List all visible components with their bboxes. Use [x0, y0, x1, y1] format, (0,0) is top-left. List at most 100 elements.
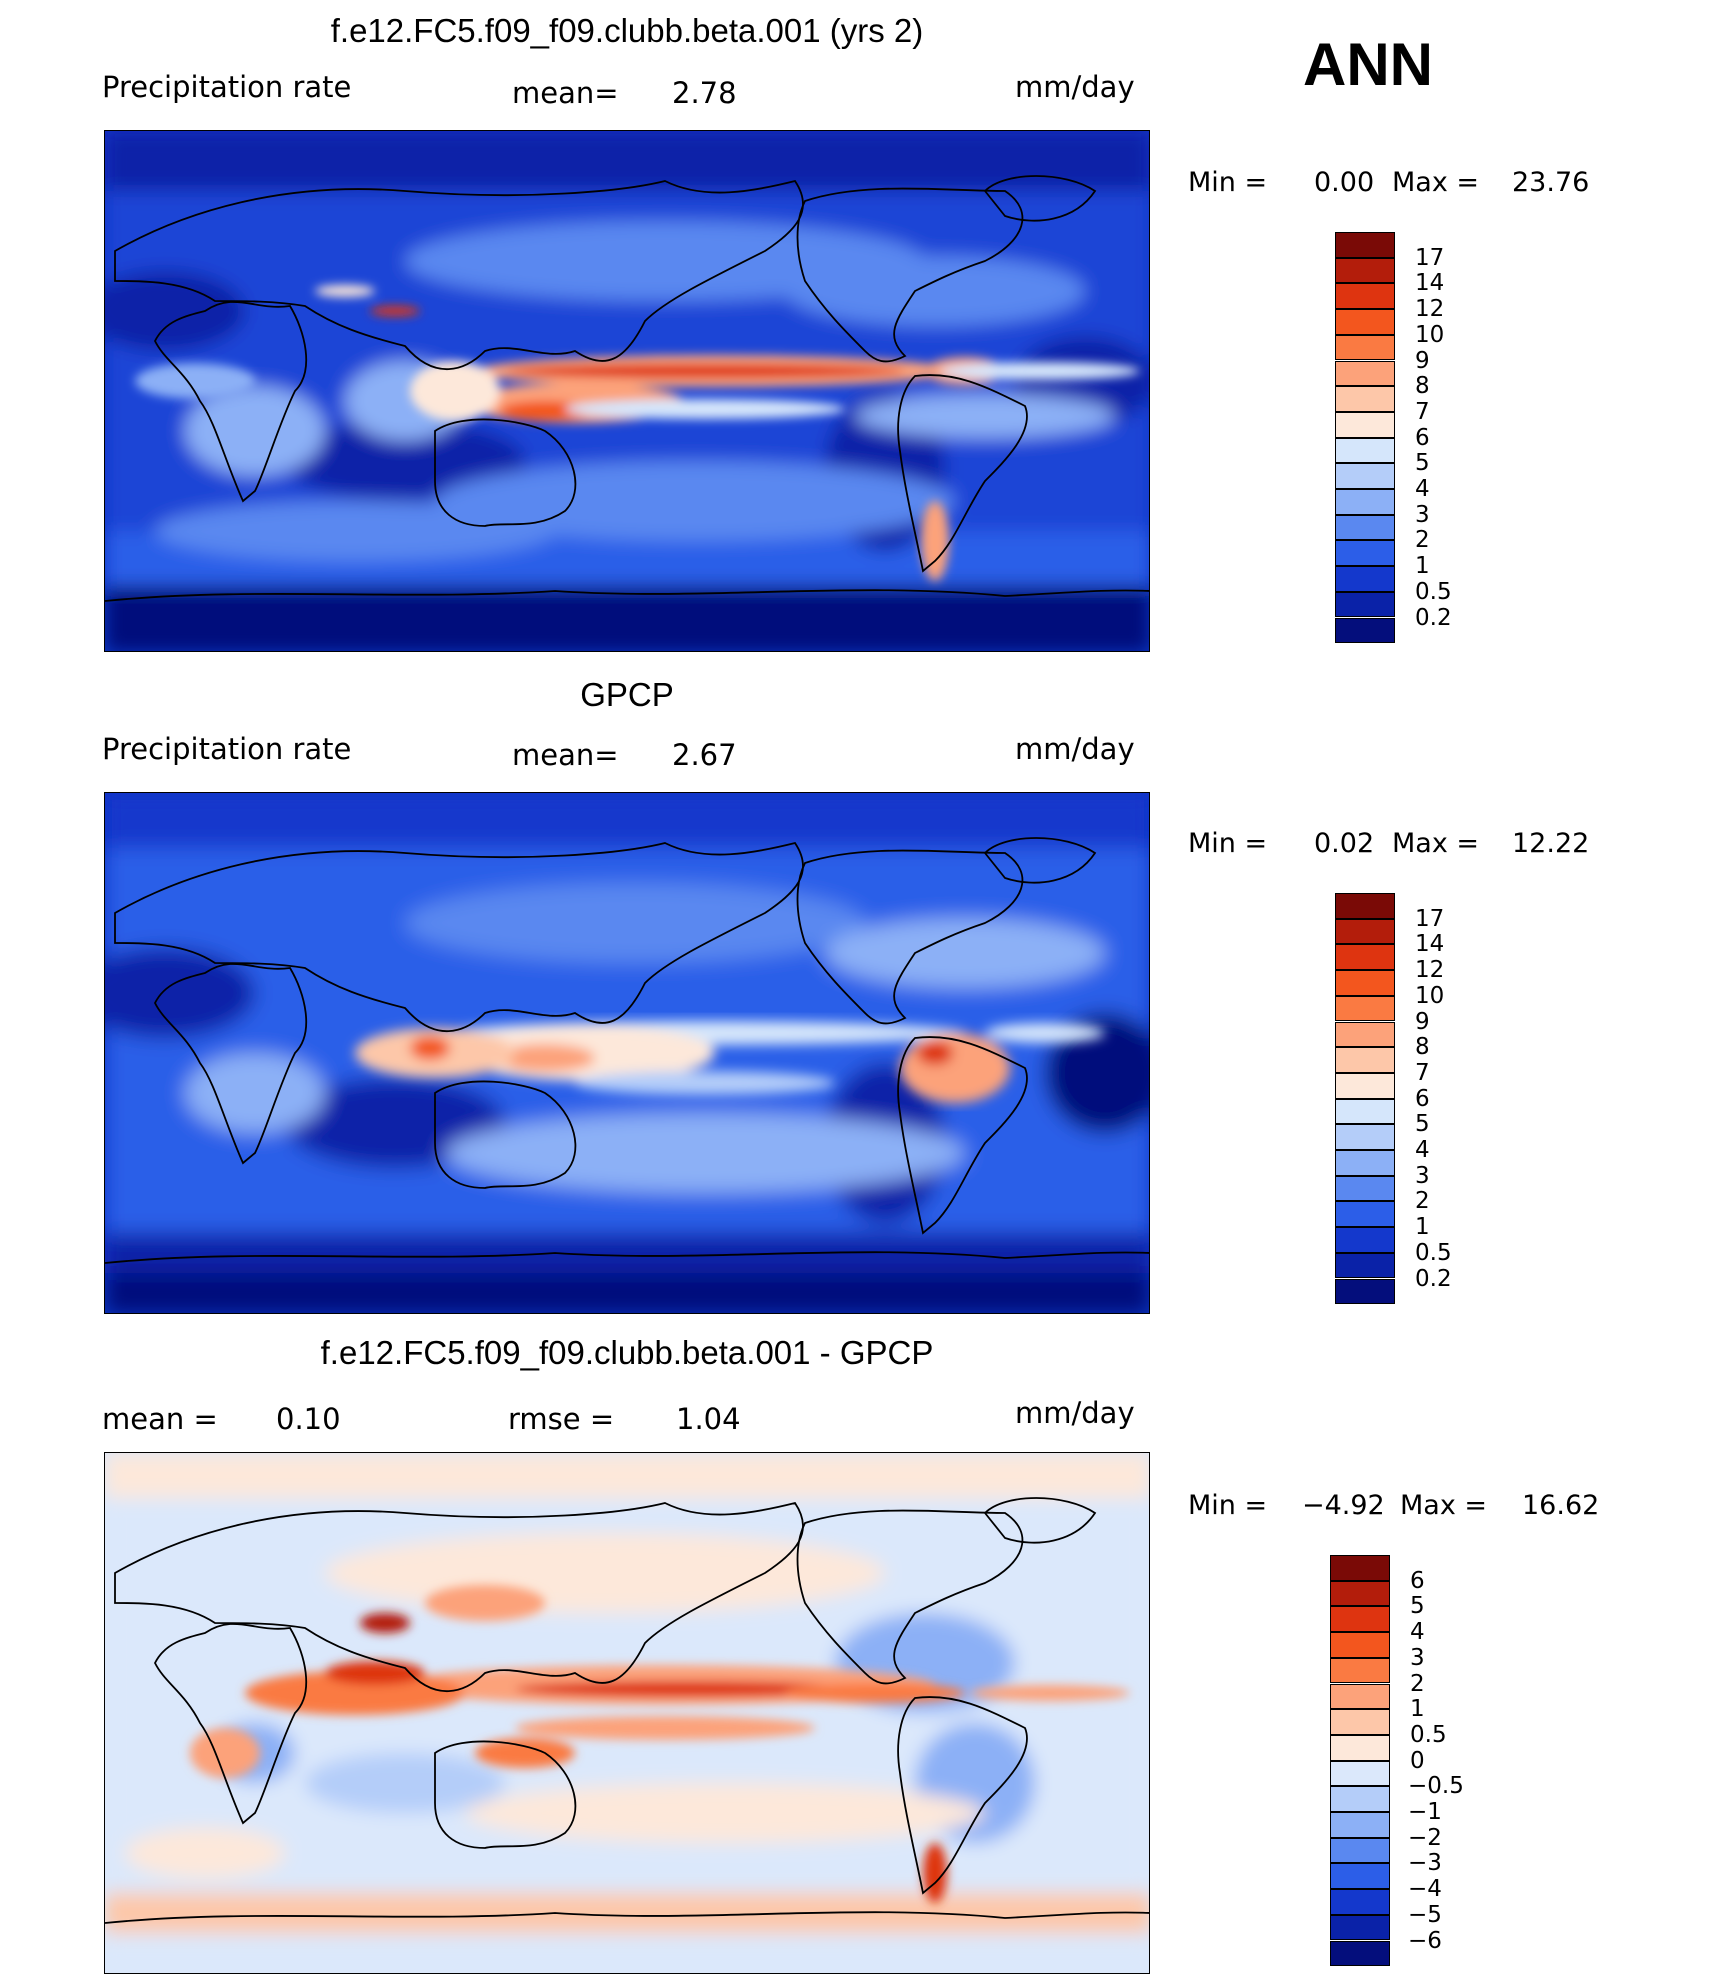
colorbar-swatch	[1335, 1227, 1395, 1253]
colorbar-tick-label: 1	[1415, 1214, 1430, 1241]
colorbar-swatch	[1335, 1098, 1395, 1125]
colorbar-tick-label: −6	[1408, 1927, 1442, 1954]
panel2-max-value: 12.22	[1512, 828, 1590, 859]
colorbar-swatch	[1335, 411, 1395, 438]
colorbar-swatch	[1330, 1555, 1390, 1581]
colorbar-tick-label: 17	[1415, 905, 1445, 932]
colorbar-swatch	[1335, 334, 1395, 361]
colorbar-tick-label: 6	[1410, 1567, 1425, 1594]
colorbar-swatch	[1335, 1278, 1395, 1305]
colorbar-tick-label: 7	[1415, 398, 1430, 425]
colorbar-swatch	[1335, 944, 1395, 971]
colorbar-swatch	[1330, 1606, 1390, 1633]
colorbar-swatch	[1330, 1940, 1390, 1967]
colorbar-tick-label: 5	[1415, 450, 1430, 477]
panel1-variable-label: Precipitation rate	[102, 70, 352, 104]
colorbar-tick-label: 2	[1410, 1670, 1425, 1697]
panel1-map	[104, 130, 1150, 652]
colorbar-swatch	[1330, 1914, 1390, 1941]
colorbar-tick-label: 14	[1415, 270, 1445, 297]
colorbar-tick-label: 2	[1415, 1188, 1430, 1215]
panel3-max-label: Max =	[1400, 1490, 1488, 1521]
colorbar-swatch	[1330, 1786, 1390, 1812]
colorbar-tick-label: 2	[1415, 527, 1430, 554]
colorbar-swatch	[1335, 1252, 1395, 1279]
colorbar-tick-label: 14	[1415, 931, 1445, 958]
panel1-max-label: Max =	[1392, 167, 1480, 198]
colorbar-tick-label: 0.2	[1415, 604, 1452, 631]
panel3-rmse-value: 1.04	[676, 1402, 741, 1436]
panel2-min-label: Min =	[1188, 828, 1268, 859]
colorbar-swatch	[1335, 1072, 1395, 1099]
colorbar-tick-label: 1	[1410, 1696, 1425, 1723]
colorbar-tick-label: 10	[1415, 982, 1445, 1009]
colorbar-swatch	[1335, 1150, 1395, 1176]
colorbar-tick-label: 6	[1415, 424, 1430, 451]
colorbar-swatch	[1335, 1201, 1395, 1228]
panel1-units: mm/day	[1015, 70, 1135, 104]
panel2-map	[104, 792, 1150, 1314]
panel3-max-value: 16.62	[1522, 1490, 1600, 1521]
colorbar-tick-label: 3	[1415, 501, 1430, 528]
colorbar-swatch	[1330, 1863, 1390, 1890]
colorbar-tick-label: 6	[1415, 1085, 1430, 1112]
panel3-title: f.e12.FC5.f09_f09.clubb.beta.001 - GPCP	[320, 1334, 934, 1371]
panel1-title: f.e12.FC5.f09_f09.clubb.beta.001 (yrs 2)	[330, 12, 924, 49]
colorbar-swatch	[1335, 1021, 1395, 1048]
colorbar-tick-label: 10	[1415, 321, 1445, 348]
colorbar-tick-label: 4	[1410, 1619, 1425, 1646]
colorbar-swatch	[1335, 360, 1395, 387]
panel2-min-value: 0.02	[1314, 828, 1375, 859]
colorbar-swatch	[1335, 995, 1395, 1022]
colorbar-swatch	[1330, 1657, 1390, 1684]
colorbar-swatch	[1330, 1734, 1390, 1761]
colorbar-tick-label: 1	[1415, 553, 1430, 580]
panel3-mean-value: 0.10	[276, 1402, 341, 1436]
colorbar-tick-label: −2	[1408, 1824, 1442, 1851]
colorbar-tick-label: 3	[1410, 1644, 1425, 1671]
colorbar-swatch	[1335, 283, 1395, 310]
colorbar-swatch	[1335, 617, 1395, 644]
colorbar-tick-label: −1	[1408, 1799, 1442, 1825]
colorbar-tick-label: 8	[1415, 373, 1430, 400]
colorbar-tick-label: 9	[1415, 1008, 1430, 1035]
panel3-map	[104, 1452, 1150, 1974]
colorbar-tick-label: 3	[1415, 1162, 1430, 1189]
colorbar-swatch	[1335, 309, 1395, 335]
colorbar-swatch	[1335, 1175, 1395, 1202]
colorbar-swatch	[1330, 1709, 1390, 1735]
panel2-title: GPCP	[580, 676, 674, 713]
colorbar-tick-label: 12	[1415, 957, 1445, 984]
colorbar-tick-label: 8	[1415, 1034, 1430, 1061]
colorbar-swatch	[1335, 232, 1395, 258]
colorbar-swatch	[1330, 1837, 1390, 1864]
colorbar-swatch	[1335, 514, 1395, 541]
colorbar-swatch	[1330, 1760, 1390, 1787]
colorbar-swatch	[1335, 386, 1395, 412]
colorbar-tick-label: 12	[1415, 296, 1445, 323]
panel1-min-label: Min =	[1188, 167, 1268, 198]
season-label: ANN	[1303, 31, 1433, 98]
colorbar-swatch	[1335, 893, 1395, 919]
colorbar-tick-label: 4	[1415, 476, 1430, 502]
colorbar-tick-label: 0.2	[1415, 1265, 1452, 1292]
colorbar-swatch	[1330, 1683, 1390, 1710]
colorbar-swatch	[1335, 918, 1395, 945]
panel2-units: mm/day	[1015, 732, 1135, 766]
panel1-max-value: 23.76	[1512, 167, 1590, 198]
colorbar-tick-label: 0	[1410, 1747, 1425, 1774]
colorbar-tick-label: 7	[1415, 1059, 1430, 1086]
colorbar-swatch	[1330, 1580, 1390, 1607]
panel2-variable-label: Precipitation rate	[102, 732, 352, 766]
panel2-max-label: Max =	[1392, 828, 1480, 859]
colorbar-tick-label: −4	[1408, 1876, 1442, 1903]
panel3-rmse-label: rmse =	[508, 1402, 615, 1436]
colorbar-swatch	[1335, 591, 1395, 618]
panel3-mean-label: mean =	[102, 1402, 218, 1436]
colorbar-swatch	[1335, 257, 1395, 284]
colorbar-tick-label: 5	[1410, 1593, 1425, 1620]
colorbar-swatch	[1330, 1632, 1390, 1658]
colorbar-swatch	[1335, 489, 1395, 515]
colorbar-swatch	[1335, 463, 1395, 489]
panel1-min-value: 0.00	[1314, 167, 1375, 198]
